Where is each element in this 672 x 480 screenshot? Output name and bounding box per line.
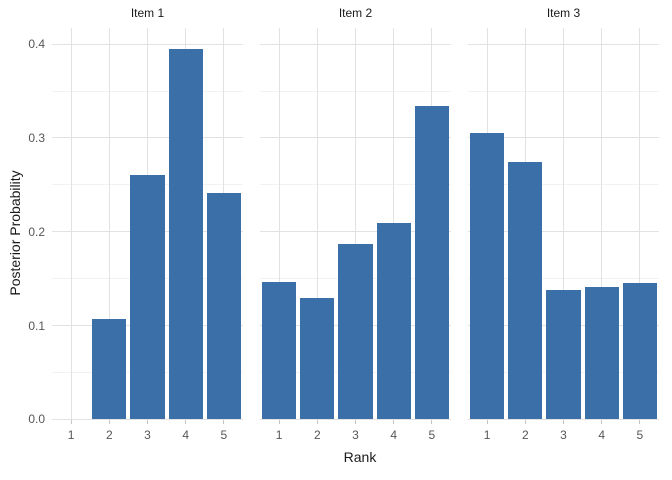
bar bbox=[300, 298, 335, 420]
x-tick-label: 5 bbox=[636, 428, 644, 442]
x-tick-label: 5 bbox=[220, 428, 228, 442]
bar bbox=[376, 223, 411, 420]
y-tick-label: 0.4 bbox=[28, 37, 45, 52]
bar bbox=[508, 162, 543, 420]
x-axis-tick bbox=[639, 420, 641, 424]
x-axis-tick bbox=[393, 420, 395, 424]
x-tick-label: 4 bbox=[598, 428, 606, 442]
x-axis-tick bbox=[431, 420, 433, 424]
gridline-major-horizontal bbox=[468, 418, 659, 420]
bar bbox=[584, 287, 619, 420]
gridline-major-horizontal bbox=[52, 418, 243, 420]
y-tick-label: 0.3 bbox=[28, 130, 45, 145]
bar bbox=[206, 193, 242, 420]
x-tick-label: 1 bbox=[275, 428, 283, 442]
gridline-major-vertical bbox=[355, 28, 356, 420]
x-tick-label: 4 bbox=[390, 428, 398, 442]
gridline-major-horizontal bbox=[260, 418, 451, 420]
x-tick-label: 3 bbox=[560, 428, 567, 442]
facet-title: Item 3 bbox=[546, 6, 581, 20]
x-axis-tick bbox=[316, 420, 318, 424]
x-tick-label: 2 bbox=[105, 428, 113, 442]
x-axis-tick bbox=[355, 420, 356, 424]
gridline-major-vertical bbox=[278, 28, 280, 420]
y-tick-label: 0.1 bbox=[28, 318, 45, 333]
bar bbox=[622, 283, 658, 420]
gridline-major-vertical bbox=[70, 28, 72, 420]
x-axis-tick bbox=[70, 420, 72, 424]
gridline-major-vertical bbox=[316, 28, 318, 420]
y-tick-label: 0.0 bbox=[28, 412, 45, 427]
x-tick-label: 5 bbox=[428, 428, 436, 442]
x-axis-tick bbox=[147, 420, 148, 424]
y-tick-label: 0.2 bbox=[28, 224, 45, 239]
x-axis-tick bbox=[524, 420, 526, 424]
x-tick-label: 2 bbox=[521, 428, 529, 442]
bar bbox=[168, 48, 203, 420]
x-tick-label: 1 bbox=[67, 428, 75, 442]
bar bbox=[414, 106, 450, 420]
bar bbox=[338, 243, 373, 420]
x-axis-tick bbox=[563, 420, 564, 424]
x-tick-label: 1 bbox=[483, 428, 491, 442]
bar bbox=[92, 318, 127, 420]
gridline-major-vertical bbox=[108, 28, 110, 420]
x-tick-label: 2 bbox=[313, 428, 321, 442]
bar bbox=[261, 282, 297, 420]
x-axis-tick bbox=[486, 420, 488, 424]
x-tick-label: 3 bbox=[352, 428, 359, 442]
x-axis-title: Rank bbox=[343, 449, 377, 465]
x-tick-label: 3 bbox=[144, 428, 151, 442]
gridline-major-vertical bbox=[601, 28, 603, 420]
x-axis-tick bbox=[185, 420, 187, 424]
bar bbox=[469, 133, 505, 420]
x-tick-label: 4 bbox=[182, 428, 190, 442]
facet-title: Item 2 bbox=[338, 6, 373, 20]
bar bbox=[130, 175, 165, 420]
facet-title: Item 1 bbox=[130, 6, 165, 20]
gridline-major-vertical bbox=[563, 28, 564, 420]
gridline-major-vertical bbox=[639, 28, 641, 420]
x-axis-tick bbox=[278, 420, 280, 424]
bar bbox=[546, 289, 581, 420]
x-axis-tick bbox=[108, 420, 110, 424]
x-axis-tick bbox=[223, 420, 225, 424]
x-axis-tick bbox=[601, 420, 603, 424]
